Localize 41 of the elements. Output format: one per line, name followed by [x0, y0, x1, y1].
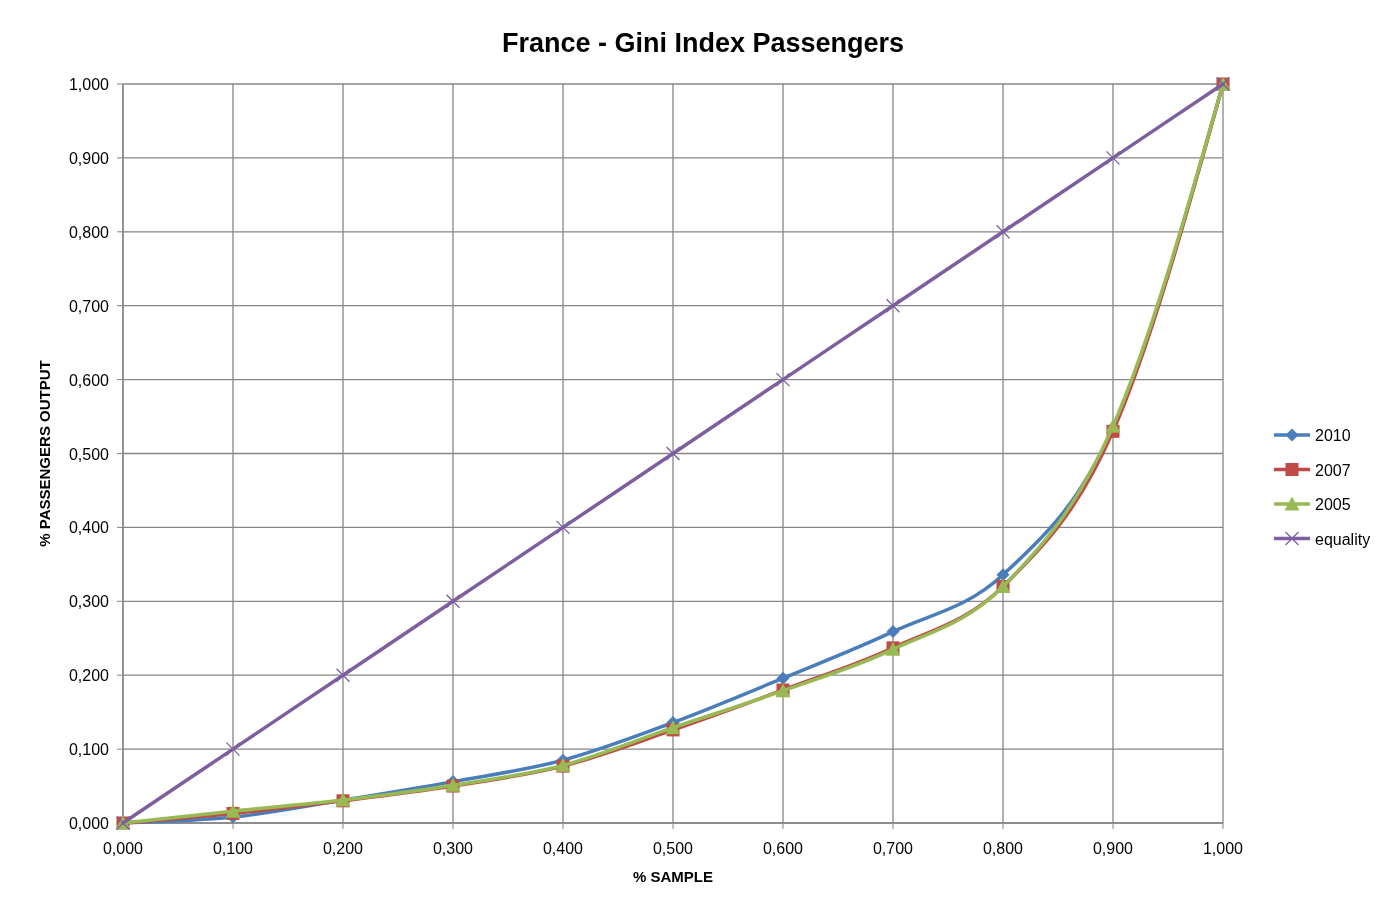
point — [885, 298, 901, 313]
point — [1105, 150, 1121, 166]
y-tick-label: 0,800 — [68, 223, 110, 241]
legend-label: 2005 — [1315, 496, 1351, 513]
legend-label: 2007 — [1315, 461, 1351, 479]
y-tick-label: 0,600 — [68, 371, 110, 389]
x-tick-label: 0,100 — [212, 840, 254, 857]
point — [776, 671, 790, 685]
x-tick-label: 1,000 — [1202, 840, 1244, 857]
point — [445, 594, 461, 609]
x-tick-label: 0,200 — [322, 840, 364, 857]
point — [225, 741, 241, 757]
x-tick-label: 0,800 — [982, 840, 1024, 857]
y-tick-label: 0,900 — [68, 149, 110, 167]
point — [555, 520, 571, 535]
y-tick-label: 0,000 — [68, 815, 110, 832]
y-tick-label: 0,100 — [68, 741, 110, 759]
x-axis-title: % SAMPLE — [632, 868, 714, 885]
y-tick-label: 1,000 — [68, 76, 110, 93]
y-tick-label: 0,500 — [68, 445, 110, 463]
point — [665, 446, 681, 461]
legend-label: 2010 — [1315, 427, 1351, 444]
x-tick-label: 0,500 — [652, 840, 694, 857]
y-tick-label: 0,300 — [68, 593, 110, 611]
chart-title: France - Gini Index Passengers — [501, 28, 905, 58]
point — [995, 224, 1011, 239]
x-tick-label: 0,900 — [1092, 840, 1134, 857]
x-tick-label: 0,600 — [762, 840, 804, 857]
point — [775, 372, 791, 387]
x-tick-label: 0,000 — [102, 840, 144, 857]
x-tick-label: 0,400 — [542, 840, 584, 857]
legend-label: equality — [1315, 530, 1371, 548]
y-tick-label: 0,200 — [68, 667, 110, 685]
point — [335, 668, 351, 683]
point — [996, 568, 1010, 582]
y-tick-label: 0,400 — [68, 519, 110, 537]
point — [886, 625, 900, 639]
y-tick-label: 0,700 — [68, 297, 110, 315]
x-tick-label: 0,300 — [432, 840, 474, 857]
x-tick-label: 0,700 — [872, 840, 914, 857]
y-axis-title: % PASSENGERS OUTPUT — [36, 360, 53, 547]
